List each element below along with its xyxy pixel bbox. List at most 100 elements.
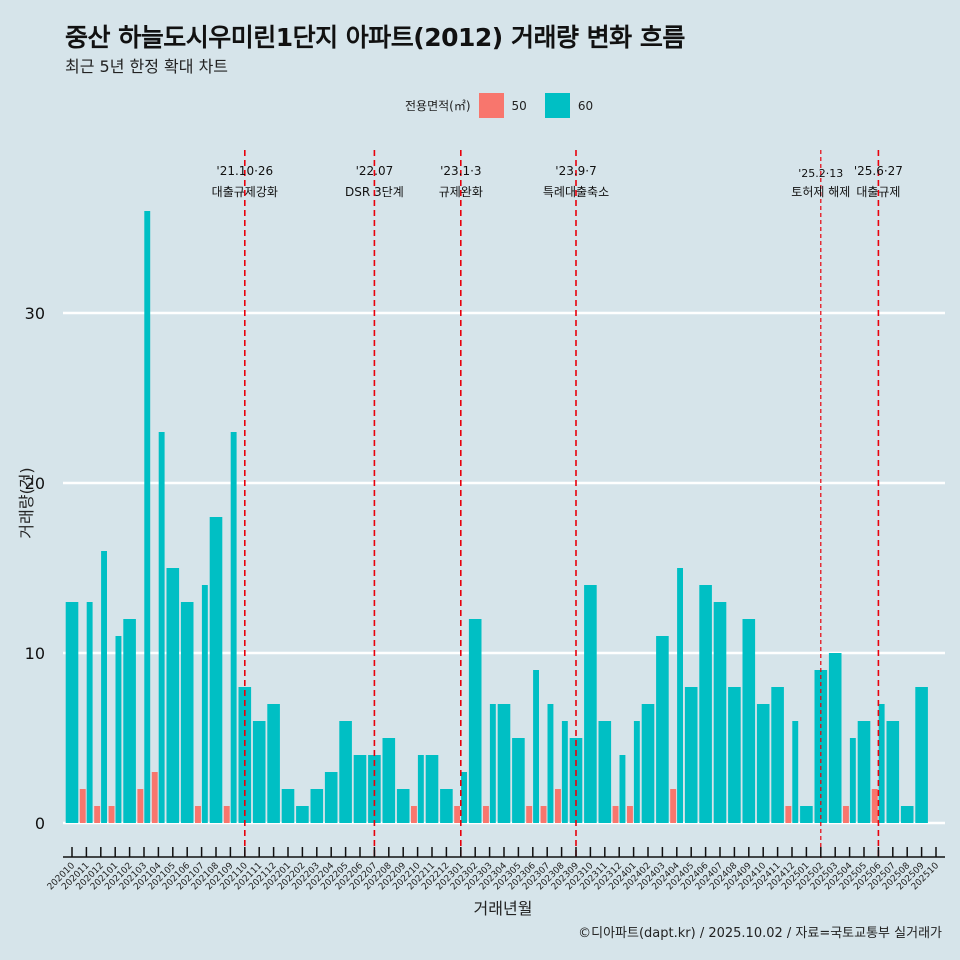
bar-60-202210 <box>417 755 424 823</box>
bar-50-202301 <box>454 806 461 823</box>
bar-60-202208 <box>382 738 396 823</box>
bar-60-202301 <box>461 772 467 823</box>
bar-60-202501 <box>800 806 813 823</box>
bar-50-202012 <box>94 806 101 823</box>
bar-50-202307 <box>540 806 547 823</box>
bar-60-202209 <box>396 789 410 823</box>
bar-50-202104 <box>151 772 158 823</box>
legend-label-60: 60 <box>577 98 594 113</box>
event-label-202309: 특례대출축소 <box>543 185 609 199</box>
bar-60-202111 <box>252 721 266 823</box>
bar-60-202205 <box>339 721 352 823</box>
event-date-202207: '22.07 <box>356 164 394 178</box>
bar-50-202109 <box>223 806 230 823</box>
legend-title: 전용면적(㎡) <box>405 99 471 113</box>
bar-50-202308 <box>555 789 561 823</box>
bar-60-202407 <box>713 602 727 823</box>
bar-60-202412 <box>792 721 799 823</box>
x-axis-title: 거래년월 <box>474 899 533 918</box>
bar-60-202102 <box>123 619 136 823</box>
bar-60-202305 <box>512 738 525 823</box>
bar-60-202108 <box>209 517 223 823</box>
bar-60-202308 <box>561 721 568 823</box>
bar-60-202503 <box>828 653 842 823</box>
bar-60-202507 <box>886 721 900 823</box>
bar-60-202401 <box>633 721 640 823</box>
event-label-202506: 대출규제 <box>856 185 900 199</box>
bar-60-202202 <box>296 806 309 823</box>
bar-60-202509 <box>915 687 928 823</box>
bar-60-202505 <box>857 721 871 823</box>
bar-60-202112 <box>267 704 280 823</box>
bar-60-202409 <box>742 619 756 823</box>
bar-60-202403 <box>656 636 669 823</box>
y-axis-title: 거래량(건) <box>17 467 36 538</box>
event-label-202301: 규제완화 <box>439 185 483 199</box>
bar-60-202405 <box>684 687 698 823</box>
bar-50-202011 <box>79 789 86 823</box>
bar-60-202402 <box>641 704 655 823</box>
bar-50-202312 <box>612 806 619 823</box>
y-tick-label-0: 0 <box>35 814 45 833</box>
bar-60-202304 <box>497 704 511 823</box>
bar-50-202401 <box>627 806 633 823</box>
bar-50-202107 <box>195 806 201 823</box>
bar-60-202011 <box>86 602 93 823</box>
bar-50-202506 <box>871 789 878 823</box>
bar-50-202103 <box>137 789 144 823</box>
y-tick-label-10: 10 <box>25 644 45 663</box>
event-date-202506: '25.6·27 <box>854 164 903 178</box>
bar-60-202404 <box>677 568 683 823</box>
legend-swatch-50 <box>478 93 504 118</box>
chart-title: 중산 하늘도시우미린1단지 아파트(2012) 거래량 변화 흐름 <box>65 23 685 52</box>
bar-60-202311 <box>598 721 612 823</box>
bar-60-202109 <box>230 432 237 823</box>
bar-50-202306 <box>526 806 533 823</box>
event-date-202502: '25.2·13 <box>798 167 843 180</box>
event-date-202309: '23.9·7 <box>555 164 596 178</box>
event-label-202207: DSR 3단계 <box>345 185 404 199</box>
event-label-202502: 토허제 해제 <box>791 185 850 199</box>
bar-60-202204 <box>324 772 338 823</box>
bar-50-202504 <box>843 806 849 823</box>
source-caption: ©디아파트(dapt.kr) / 2025.10.02 / 자료=국토교통부 실… <box>578 926 942 941</box>
bar-60-202411 <box>771 687 784 823</box>
bar-60-202203 <box>310 789 324 823</box>
bar-60-202012 <box>101 551 107 823</box>
bar-50-202404 <box>670 789 677 823</box>
bar-60-202201 <box>281 789 295 823</box>
bar-50-202101 <box>108 806 115 823</box>
bar-60-202508 <box>900 806 914 823</box>
bar-60-202307 <box>547 704 554 823</box>
bar-50-202303 <box>483 806 489 823</box>
bar-60-202310 <box>584 585 597 823</box>
bar-60-202504 <box>849 738 856 823</box>
legend: 전용면적(㎡) 50 60 <box>405 93 593 118</box>
event-date-202301: '23.1·3 <box>440 164 481 178</box>
bar-60-202410 <box>756 704 770 823</box>
legend-label-50: 50 <box>511 98 527 113</box>
bar-60-202106 <box>180 602 194 823</box>
bar-60-202302 <box>468 619 482 823</box>
bar-60-202406 <box>699 585 712 823</box>
bar-60-202107 <box>201 585 208 823</box>
bar-60-202312 <box>619 755 626 823</box>
bar-60-202206 <box>353 755 367 823</box>
bar-60-202306 <box>533 670 539 823</box>
bar-60-202101 <box>115 636 122 823</box>
y-tick-label-30: 30 <box>25 304 45 323</box>
legend-swatch-60 <box>544 93 570 118</box>
bar-60-202212 <box>440 789 453 823</box>
bar-60-202506 <box>878 704 885 823</box>
chart-subtitle: 최근 5년 한정 확대 차트 <box>65 57 229 76</box>
event-label-202110: 대출규제강화 <box>212 185 278 199</box>
bar-60-202207 <box>368 755 381 823</box>
bar-60-202303 <box>489 704 496 823</box>
y-tick-label-20: 20 <box>25 474 45 493</box>
bar-60-202211 <box>425 755 439 823</box>
bar-60-202103 <box>144 211 151 823</box>
bar-60-202104 <box>158 432 165 823</box>
bar-50-202210 <box>411 806 417 823</box>
bar-60-202408 <box>728 687 741 823</box>
